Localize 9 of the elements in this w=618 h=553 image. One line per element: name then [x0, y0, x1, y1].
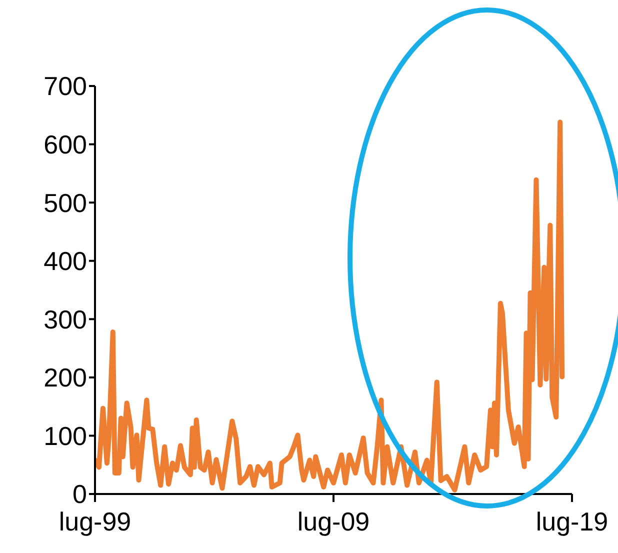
x-tick-label: lug-19 [536, 506, 608, 536]
y-tick-label: 300 [44, 304, 87, 334]
y-tick-label: 500 [44, 188, 87, 218]
y-tick-label: 100 [44, 420, 87, 451]
y-tick-label: 200 [44, 362, 87, 393]
y-tick-label: 600 [44, 130, 87, 160]
y-tick-label: 700 [44, 71, 87, 102]
x-tick-label: lug-09 [297, 506, 370, 536]
y-tick-label: 400 [44, 246, 87, 276]
